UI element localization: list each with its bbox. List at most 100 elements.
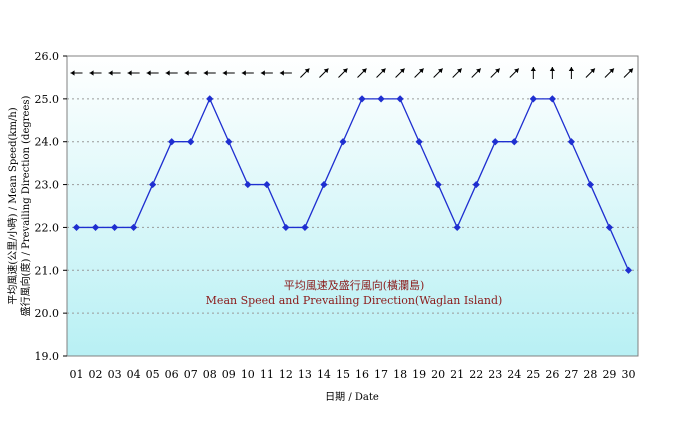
- wind-arrow: [300, 68, 310, 78]
- wind-arrow: [260, 70, 273, 76]
- wind-arrow: [623, 68, 634, 78]
- y-tick-label: 22.0: [35, 221, 60, 234]
- x-axis-ticks: 01 02 03 04 05 06 07 08 09 10 11 12 13 14 15 16 17 18 19 20…: [70, 368, 636, 381]
- x-tick-label: 04: [127, 368, 141, 381]
- wind-arrow: [165, 70, 178, 76]
- wind-arrow: [395, 68, 405, 78]
- wind-arrow: [222, 70, 235, 76]
- wind-arrow: [108, 70, 121, 76]
- x-tick-label: 07: [184, 368, 198, 381]
- y-tick-label: 20.0: [35, 307, 60, 320]
- data-point: [110, 223, 119, 232]
- data-point: [472, 180, 480, 189]
- wind-arrow: [279, 70, 292, 76]
- wind-arrow: [585, 68, 596, 78]
- x-tick-label: 05: [146, 368, 160, 381]
- data-point: [282, 223, 290, 232]
- wind-arrow: [509, 68, 520, 78]
- y-tick-label: 19.0: [35, 350, 60, 363]
- data-point: [130, 223, 138, 232]
- x-tick-label: 19: [412, 368, 426, 381]
- data-point: [149, 180, 157, 189]
- data-point: [491, 138, 499, 146]
- x-tick-label: 30: [621, 368, 635, 381]
- x-tick-label: 02: [89, 368, 103, 381]
- data-point: [244, 180, 252, 189]
- x-tick-label: 16: [355, 368, 369, 381]
- y-axis-title-line1: 平均風速(公里/小時) / Mean Speed(km/h): [7, 107, 19, 304]
- data-point: [529, 95, 537, 103]
- data-points: [72, 95, 633, 274]
- x-tick-label: 09: [222, 368, 236, 381]
- data-point: [510, 138, 518, 146]
- wind-arrow: [146, 70, 159, 76]
- x-tick-label: 13: [298, 368, 312, 381]
- data-point: [339, 138, 347, 146]
- data-point: [206, 95, 214, 103]
- data-point: [377, 95, 385, 103]
- data-point: [434, 180, 442, 189]
- x-tick-label: 08: [203, 368, 217, 381]
- data-point: [415, 138, 423, 146]
- wind-arrow: [203, 70, 216, 76]
- x-tick-label: 17: [374, 368, 388, 381]
- x-tick-label: 28: [583, 368, 597, 381]
- wind-arrow: [241, 70, 254, 76]
- data-point: [91, 223, 100, 232]
- wind-arrow: [89, 70, 102, 76]
- x-tick-label: 21: [450, 368, 464, 381]
- x-tick-label: 29: [602, 368, 616, 381]
- x-tick-label: 25: [526, 368, 540, 381]
- wind-arrow: [490, 68, 501, 78]
- wind-arrow: [604, 68, 615, 78]
- wind-arrow: [376, 68, 386, 78]
- data-point: [624, 266, 633, 274]
- wind-arrow: [338, 68, 348, 78]
- x-tick-label: 01: [70, 368, 84, 381]
- wind-arrow: [70, 70, 83, 76]
- data-point: [301, 223, 309, 232]
- wind-arrow: [127, 70, 140, 76]
- x-tick-label: 27: [564, 368, 578, 381]
- x-tick-label: 15: [336, 368, 350, 381]
- x-tick-label: 10: [241, 368, 255, 381]
- x-tick-label: 26: [545, 368, 559, 381]
- data-point: [586, 180, 595, 189]
- x-tick-label: 20: [431, 368, 445, 381]
- y-axis-title-line2: 盛行風向(度) / Prevailing Direction (degrees): [19, 95, 32, 316]
- wind-arrow: [452, 68, 463, 78]
- data-point: [320, 180, 328, 189]
- data-point: [453, 223, 461, 232]
- y-tick-label: 25.0: [35, 93, 60, 106]
- wind-arrow: [549, 67, 555, 79]
- annotation-english: Mean Speed and Prevailing Direction(Wagl…: [206, 294, 503, 307]
- data-point: [263, 180, 271, 189]
- wind-direction-arrows: [70, 67, 634, 79]
- x-tick-label: 24: [507, 368, 521, 381]
- wind-arrow: [471, 68, 482, 78]
- y-tick-label: 23.0: [35, 179, 60, 192]
- data-point: [72, 223, 81, 232]
- x-tick-label: 18: [393, 368, 407, 381]
- data-point: [168, 138, 176, 146]
- x-axis-title: 日期 / Date: [325, 391, 379, 403]
- x-tick-label: 03: [108, 368, 122, 381]
- data-point: [358, 95, 366, 103]
- x-tick-label: 14: [317, 368, 331, 381]
- wind-arrow: [319, 68, 329, 78]
- x-tick-label: 22: [469, 368, 483, 381]
- wind-arrow: [184, 70, 197, 76]
- x-tick-label: 11: [260, 368, 274, 381]
- wind-arrow: [357, 68, 367, 78]
- y-tick-label: 21.0: [35, 264, 60, 277]
- x-tick-label: 06: [165, 368, 179, 381]
- x-tick-label: 23: [488, 368, 502, 381]
- y-tick-label: 26.0: [35, 50, 60, 63]
- wind-arrow: [530, 67, 536, 79]
- x-tick-label: 12: [279, 368, 293, 381]
- wind-arrow: [568, 67, 574, 79]
- data-point: [605, 223, 614, 232]
- data-point: [225, 138, 233, 146]
